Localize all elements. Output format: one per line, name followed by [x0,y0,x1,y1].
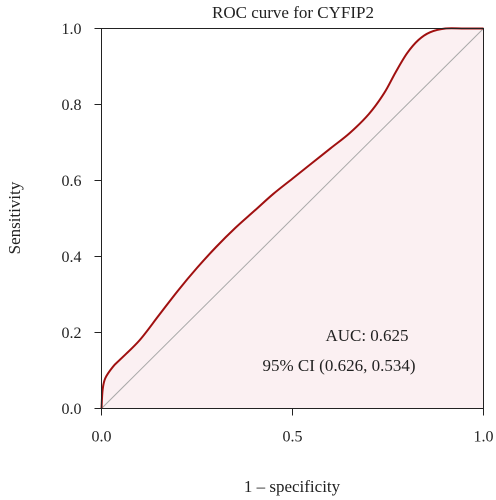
x-tick-label: 1.0 [474,429,494,446]
y-tick-label: 0.0 [62,401,82,418]
plot-area [100,27,484,409]
y-tick-label: 1.0 [62,21,82,38]
chart-title: ROC curve for CYFIP2 [212,3,374,22]
y-tick-label: 0.6 [62,173,82,190]
diagonal-reference-line [101,28,484,409]
y-axis-label: Sensitivity [5,181,24,254]
y-tick-label: 0.4 [62,249,82,266]
x-tick-label: 0.0 [92,429,112,446]
x-axis-label: 1 – specificity [244,477,341,496]
ci-annotation: 95% CI (0.626, 0.534) [263,356,416,375]
x-tick-label: 0.5 [283,429,303,446]
y-tick-label: 0.8 [62,97,82,114]
roc-curve-line [100,27,484,409]
y-axis: 0.0 0.2 0.4 0.6 0.8 1.0 [62,21,102,418]
y-tick-label: 0.2 [62,325,82,342]
x-axis: 0.0 0.5 1.0 [92,408,494,446]
auc-annotation: AUC: 0.625 [325,326,408,345]
